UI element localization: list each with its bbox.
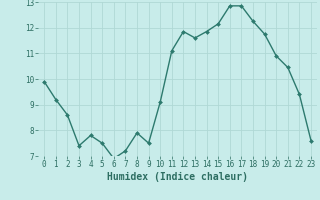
X-axis label: Humidex (Indice chaleur): Humidex (Indice chaleur) <box>107 172 248 182</box>
